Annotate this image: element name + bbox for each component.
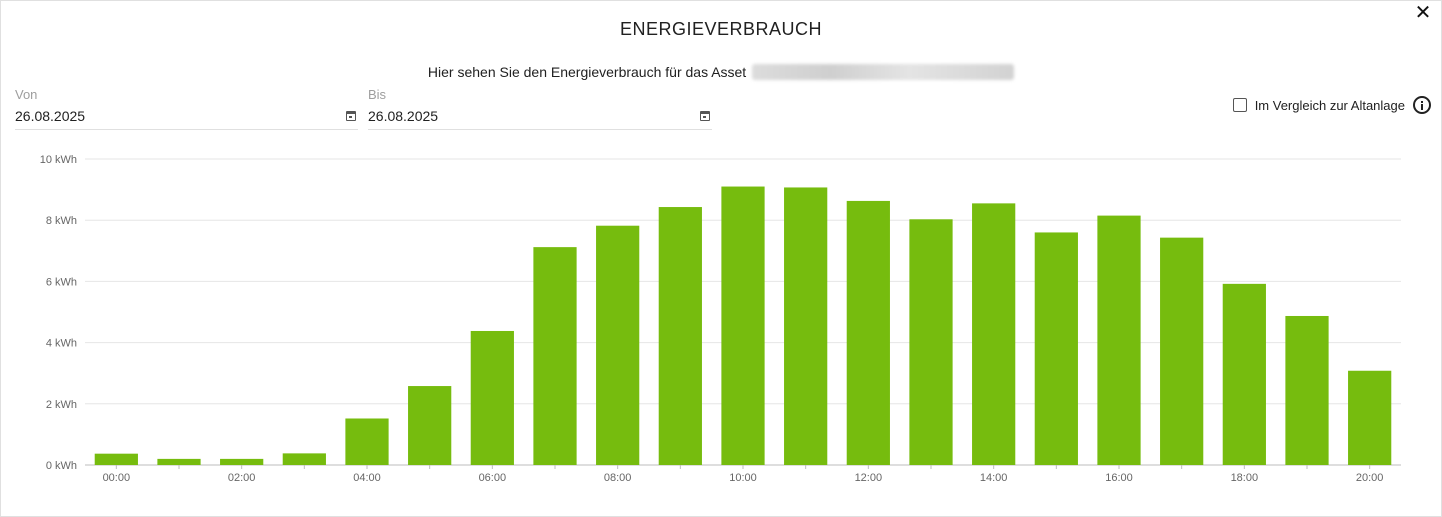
bar-1000 (721, 186, 765, 465)
bar-1400 (972, 203, 1016, 465)
bar-0500 (408, 386, 452, 465)
to-date-field[interactable]: Bis 26.08.2025 (368, 87, 712, 130)
y-tick-label: 8 kWh (46, 215, 77, 227)
x-tick-label: 04:00 (353, 472, 381, 484)
x-tick-label: 00:00 (103, 472, 131, 484)
to-date-value: 26.08.2025 (368, 108, 439, 124)
bar-0000 (94, 453, 138, 465)
x-tick-label: 20:00 (1356, 472, 1384, 484)
from-date-label: Von (15, 87, 38, 102)
x-tick-label: 18:00 (1231, 472, 1259, 484)
bar-0200 (220, 458, 264, 465)
bar-0800 (596, 225, 640, 465)
bar-0600 (470, 330, 514, 465)
bar-1800 (1222, 283, 1266, 465)
bar-0400 (345, 418, 389, 465)
bar-1700 (1160, 237, 1204, 465)
from-date-input[interactable]: 26.08.2025 (15, 106, 358, 130)
dialog-title: ENERGIEVERBRAUCH (619, 19, 823, 39)
y-tick-label: 2 kWh (46, 399, 77, 411)
compare-label: Im Vergleich zur Altanlage (1254, 97, 1405, 113)
bar-1500 (1034, 232, 1078, 465)
x-tick-label: 02:00 (228, 472, 256, 484)
bar-1900 (1285, 315, 1329, 465)
to-date-input[interactable]: 26.08.2025 (368, 106, 712, 130)
energy-bar-chart: 0 kWh 2 kWh 4 kWh 6 kWh 8 kWh 10 kWh 00:00 02:0… (40, 154, 1401, 484)
y-tick-label: 10 kWh (40, 154, 77, 166)
subtitle-text: Hier sehen Sie den Energieverbrauch für … (427, 64, 747, 80)
from-date-value: 26.08.2025 (15, 108, 86, 124)
bar-1100 (784, 187, 828, 465)
x-tick-label: 08:00 (604, 472, 632, 484)
bar-2000 (1348, 370, 1392, 465)
to-date-label: Bis (368, 87, 387, 102)
y-tick-label: 6 kWh (46, 276, 77, 288)
x-tick-label: 16:00 (1105, 472, 1133, 484)
from-date-field[interactable]: Von 26.08.2025 (15, 87, 358, 130)
y-tick-label: 0 kWh (46, 460, 77, 472)
bar-1200 (846, 200, 890, 465)
x-tick-label: 12:00 (855, 472, 883, 484)
compare-toggle[interactable]: Im Vergleich zur Altanlage (1232, 96, 1431, 114)
close-icon[interactable]: ✕ (1414, 2, 1432, 24)
dialog-subtitle: Hier sehen Sie den Energieverbrauch für … (1, 64, 1441, 80)
y-tick-label: 4 kWh (46, 338, 77, 350)
calendar-icon[interactable] (700, 111, 710, 121)
x-tick-label: 06:00 (479, 472, 507, 484)
info-icon[interactable] (1413, 96, 1431, 114)
bar-0900 (658, 207, 702, 465)
asset-name-redacted (752, 64, 1015, 80)
bar-1600 (1097, 215, 1141, 465)
bar-0700 (533, 247, 577, 465)
calendar-icon[interactable] (346, 111, 356, 121)
x-tick-label: 10:00 (729, 472, 757, 484)
compare-checkbox[interactable] (1232, 98, 1247, 112)
x-tick-label: 14:00 (980, 472, 1008, 484)
bar-0300 (282, 453, 326, 465)
bar-1300 (909, 219, 953, 465)
bar-0100 (157, 458, 201, 465)
